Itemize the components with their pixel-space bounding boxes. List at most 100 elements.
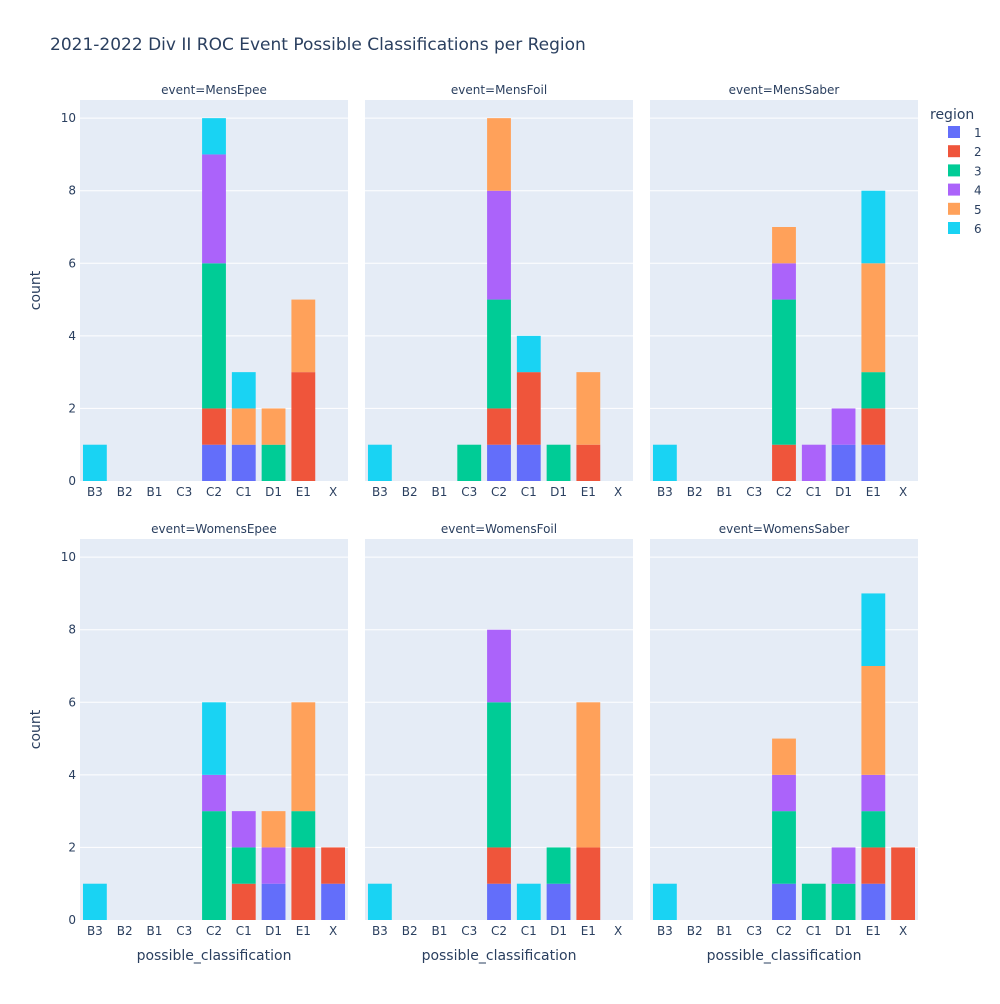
facet-1: event=MensFoil B3 B2 B1 C3 C2 C1 D1 E1 X — [365, 83, 633, 499]
x-tick-label: C1 — [521, 485, 537, 499]
x-tick-label: B2 — [687, 485, 703, 499]
bar-segment — [291, 847, 316, 920]
legend-label: 6 — [974, 222, 982, 236]
bar-segment — [487, 299, 511, 409]
facet-0: event=MensEpee B3 B2 B1 C3 C2 C1 D1 E1 X 0 2 4 6 8 10 co… — [28, 83, 348, 499]
y-axis-label: count — [28, 709, 44, 749]
x-tick-label: D1 — [835, 485, 852, 499]
bar-segment — [861, 774, 886, 812]
bar-segment — [861, 372, 886, 409]
y-tick-label: 6 — [68, 256, 76, 270]
facet-5: event=WomensSaber B3 B2 B1 C3 C2 C1 D1 E1 Xpossib… — [650, 522, 918, 964]
y-tick-label: 2 — [68, 401, 76, 415]
legend-swatch — [948, 222, 960, 234]
bar-segment — [367, 883, 392, 920]
x-axis-label: possible_classification — [137, 948, 292, 964]
y-tick-label: 10 — [61, 550, 76, 564]
bar-segment — [861, 883, 886, 920]
bar-segment — [772, 299, 796, 445]
x-tick-label: B2 — [117, 924, 133, 938]
bar-segment — [576, 444, 601, 481]
bar-segment — [261, 408, 286, 445]
x-tick-label: X — [614, 924, 622, 938]
x-tick-label: D1 — [550, 924, 567, 938]
x-tick-label: B2 — [117, 485, 133, 499]
bar-segment — [291, 372, 316, 481]
bar-segment — [487, 118, 511, 191]
legend-swatch — [948, 145, 960, 158]
x-tick-label: D1 — [550, 485, 567, 499]
bar-segment — [772, 738, 796, 775]
facet-3: event=WomensEpee B3 B2 B1 C3 C2 C1 D1 E1 X 0 2 4 6 8 10… — [28, 522, 348, 964]
bar-segment — [487, 408, 511, 445]
bar-segment — [801, 883, 826, 920]
x-tick-label: X — [899, 924, 907, 938]
bar-segment — [801, 444, 826, 481]
x-tick-label: B3 — [372, 924, 388, 938]
bar-segment — [231, 847, 256, 884]
x-tick-label: B1 — [717, 924, 733, 938]
bar-segment — [321, 883, 346, 920]
x-tick-label: B1 — [432, 924, 448, 938]
x-tick-label: B3 — [87, 485, 103, 499]
legend-title: region — [930, 107, 974, 123]
bar-segment — [82, 883, 107, 920]
x-tick-label: C3 — [461, 485, 477, 499]
bar-segment — [861, 666, 886, 775]
bar-segment — [261, 883, 286, 920]
y-tick-label: 4 — [68, 329, 76, 343]
x-tick-label: E1 — [296, 485, 311, 499]
x-tick-label: E1 — [866, 924, 881, 938]
bar-segment — [487, 883, 511, 920]
legend-label: 5 — [974, 203, 982, 217]
x-tick-label: B2 — [687, 924, 703, 938]
bar-segment — [487, 847, 511, 884]
x-tick-label: C1 — [806, 485, 822, 499]
x-axis-label: possible_classification — [707, 948, 862, 964]
bar-segment — [861, 408, 886, 445]
x-tick-label: C2 — [776, 924, 792, 938]
bar-segment — [772, 811, 796, 884]
x-tick-label: B3 — [87, 924, 103, 938]
bar-segment — [487, 702, 511, 848]
bar-segment — [291, 299, 316, 373]
legend-label: 3 — [974, 164, 982, 178]
bar-segment — [231, 883, 256, 920]
bar-segment — [861, 847, 886, 884]
bar-segment — [231, 372, 256, 409]
x-tick-label: E1 — [866, 485, 881, 499]
x-tick-label: B1 — [717, 485, 733, 499]
x-tick-label: C2 — [206, 924, 222, 938]
facet-4: event=WomensFoil B3 B2 B1 C3 C2 C1 D1 E1 Xpossibl… — [365, 522, 633, 964]
legend-label: 1 — [974, 126, 982, 140]
x-tick-label: X — [329, 485, 337, 499]
legend-swatch — [948, 164, 960, 177]
bar-segment — [652, 444, 677, 481]
legend-label: 2 — [974, 145, 982, 159]
y-tick-label: 2 — [68, 840, 76, 854]
bar-segment — [576, 372, 601, 445]
x-tick-label: B2 — [402, 485, 418, 499]
bar-segment — [831, 444, 856, 481]
y-tick-label: 8 — [68, 184, 76, 198]
bar-segment — [202, 263, 226, 409]
y-tick-label: 0 — [68, 913, 76, 927]
bar-segment — [891, 847, 916, 920]
bar-segment — [831, 847, 856, 884]
bar-segment — [546, 444, 571, 481]
chart-title: 2021-2022 Div II ROC Event Possible Clas… — [50, 35, 586, 55]
facet-title: event=WomensFoil — [441, 522, 557, 536]
x-tick-label: C2 — [206, 485, 222, 499]
x-tick-label: E1 — [581, 924, 596, 938]
x-tick-label: B2 — [402, 924, 418, 938]
x-tick-label: C3 — [746, 485, 762, 499]
facet-title: event=WomensEpee — [151, 522, 277, 536]
bar-segment — [457, 444, 482, 481]
bar-segment — [546, 847, 571, 884]
legend-label: 4 — [974, 184, 982, 198]
x-tick-label: C2 — [776, 485, 792, 499]
bar-segment — [861, 190, 886, 264]
y-axis-label: count — [28, 270, 44, 310]
bar-segment — [652, 883, 677, 920]
